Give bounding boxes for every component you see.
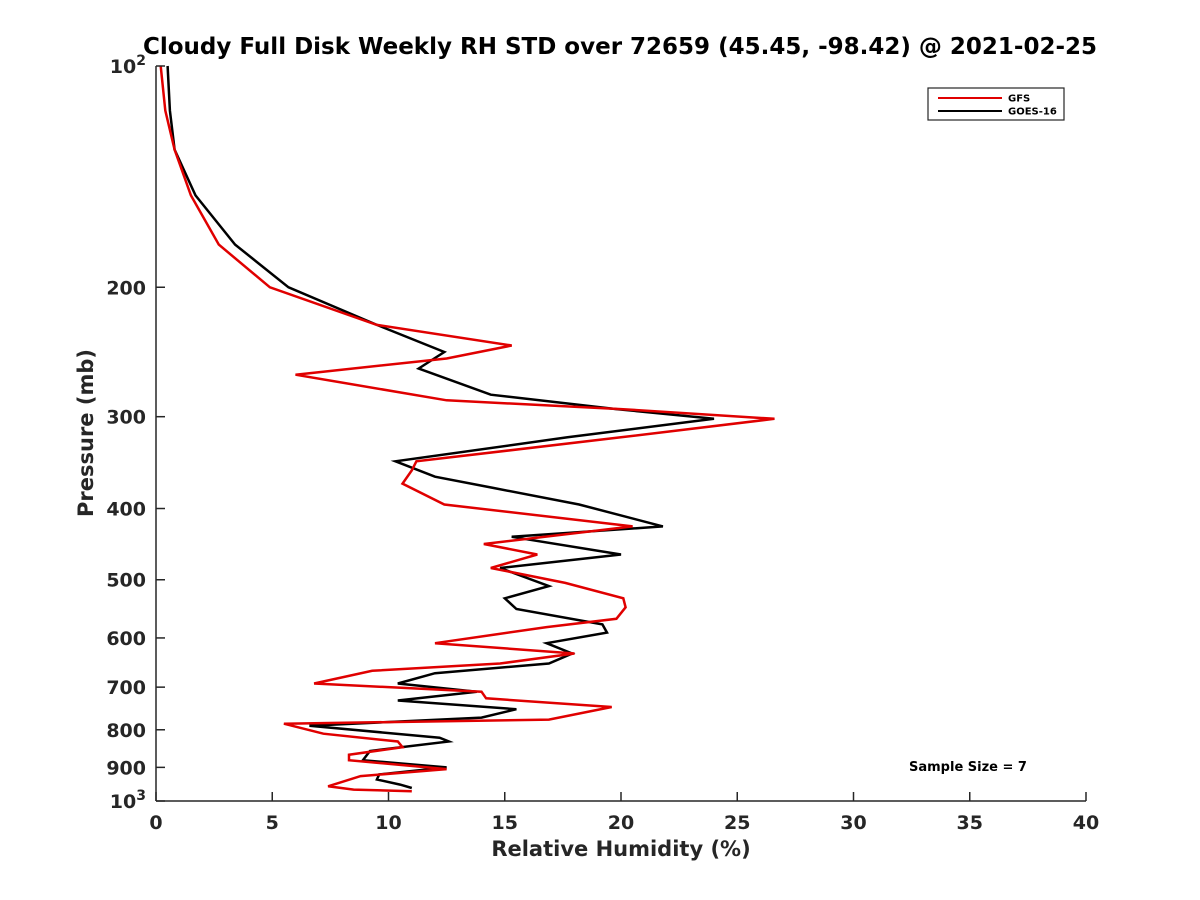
- y-tick-label-power: 102: [110, 53, 146, 78]
- legend: GFS GOES-16: [927, 87, 1065, 121]
- x-ticks: 0 5 10 15 20 25 30 35 40: [149, 792, 1099, 834]
- x-tick-label: 5: [266, 812, 279, 834]
- axes-layer: [155, 66, 1086, 802]
- y-ticks: 102 200 300 400 500 600 700 800 900 103: [106, 53, 165, 813]
- series-line-gfs: [159, 65, 775, 793]
- x-tick-label: 15: [492, 812, 518, 834]
- y-tick-label-power: 103: [110, 788, 146, 813]
- series-layer: [159, 65, 775, 793]
- x-tick-label: 35: [957, 812, 983, 834]
- y-tick-label: 400: [106, 499, 146, 521]
- y-axis-label: Pressure (mb): [74, 349, 98, 517]
- y-tick-label: 600: [106, 628, 146, 650]
- x-tick-label: 20: [608, 812, 634, 834]
- y-tick-label: 800: [106, 720, 146, 742]
- x-tick-label: 40: [1073, 812, 1099, 834]
- y-tick-label: 700: [106, 677, 146, 699]
- y-tick-label: 500: [106, 570, 146, 592]
- chart-title: Cloudy Full Disk Weekly RH STD over 7265…: [143, 34, 1097, 60]
- x-tick-label: 10: [375, 812, 401, 834]
- x-axis-label: Relative Humidity (%): [491, 837, 750, 861]
- x-tick-label: 0: [149, 812, 162, 834]
- y-tick-label: 900: [106, 757, 146, 779]
- legend-box: [927, 87, 1065, 121]
- legend-label-goes16: GOES-16: [1008, 107, 1057, 118]
- sample-size-annotation: Sample Size = 7: [909, 760, 1027, 775]
- y-tick-label: 200: [106, 277, 146, 299]
- y-tick-label: 300: [106, 407, 146, 429]
- x-tick-label: 30: [840, 812, 866, 834]
- x-tick-label: 25: [724, 812, 750, 834]
- series-line-goes16: [166, 65, 715, 790]
- legend-label-gfs: GFS: [1008, 94, 1030, 105]
